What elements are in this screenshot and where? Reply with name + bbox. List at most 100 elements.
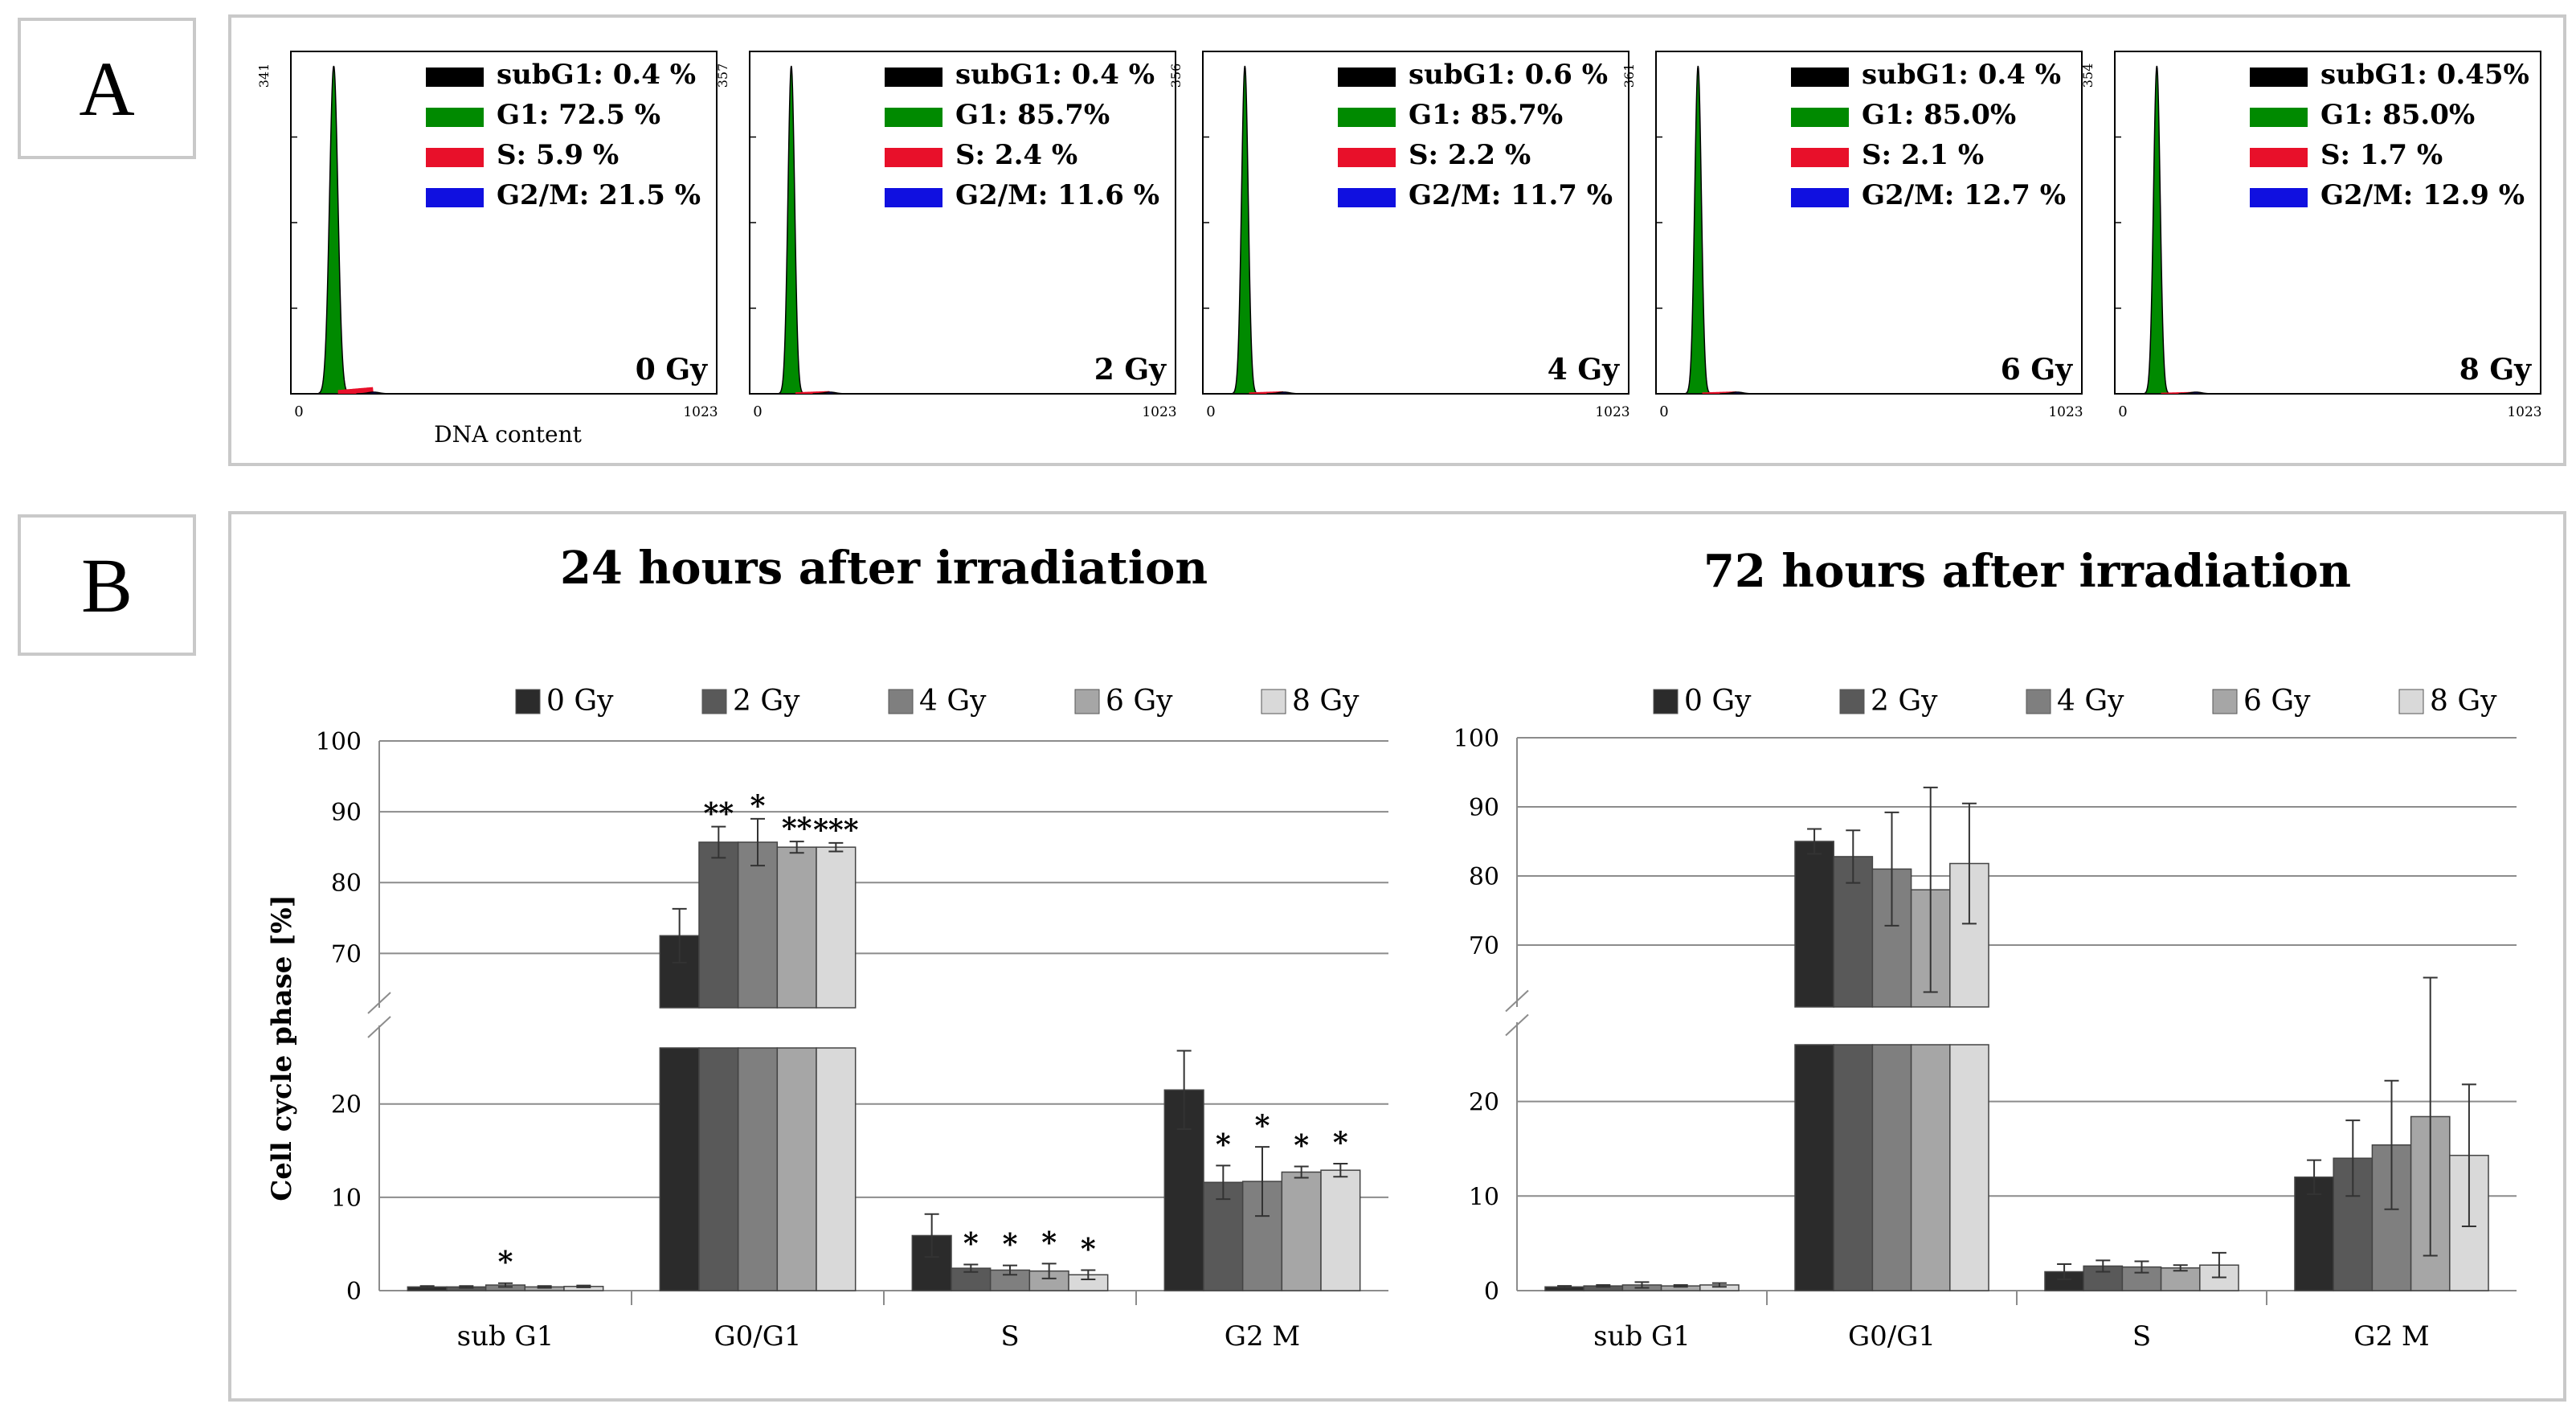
histogram-x-min-label: 0 (1659, 403, 1668, 420)
panel-a-histograms: 341 0 1023 subG1: 0.4 % G1: 72.5 % S: 5.9 % G2… (256, 51, 2542, 448)
bar (816, 1047, 857, 1291)
x-tick-label: sub G1 (457, 1320, 554, 1353)
histogram-x-min-label: 0 (753, 403, 762, 420)
x-tick-label: G2 M (2353, 1320, 2429, 1353)
y-tick-label: 10 (331, 1185, 362, 1213)
histogram-y-max-label: 356 (1168, 63, 1184, 88)
x-tick-label: sub G1 (1593, 1320, 1691, 1353)
legend-swatch-g1 (1791, 108, 1849, 127)
legend-swatch-g2m (426, 188, 484, 207)
axis-break-mark (367, 992, 391, 1014)
bar (737, 1047, 779, 1291)
bar (1833, 1044, 1874, 1291)
significance-marker: * (1003, 1228, 1018, 1262)
legend-swatch-g2m (885, 188, 942, 207)
legend-swatch-0-gy (515, 689, 541, 714)
bar (776, 1047, 817, 1291)
chart-title: 72 hours after irradiation (1703, 545, 2351, 598)
legend-label: 8 Gy (1292, 685, 1360, 718)
bar (698, 1047, 739, 1291)
legend-swatch-subg1 (1791, 68, 1849, 87)
legend-label: 4 Gy (2057, 685, 2124, 718)
legend-label-subg1: subG1: 0.45% (2320, 59, 2529, 91)
legend-label-s: S: 5.9 % (497, 139, 619, 171)
histogram-x-max-label: 1023 (2507, 404, 2541, 420)
legend-swatch-g1 (885, 108, 942, 127)
legend-swatch-s (2250, 148, 2308, 167)
panel-b-frame (228, 511, 2566, 1402)
significance-marker: * (1294, 1129, 1309, 1163)
chart-title: 24 hours after irradiation (560, 542, 1208, 595)
histogram-dose-label: 6 Gy (2001, 353, 2073, 387)
y-tick-label: 20 (1469, 1089, 1499, 1117)
histogram-y-max-label: 354 (2080, 63, 2096, 88)
legend-label-g2m: G2/M: 12.9 % (2320, 179, 2525, 211)
legend-label-g1: G1: 85.0% (2320, 99, 2475, 131)
y-tick-label: 70 (331, 940, 362, 968)
legend-label-g1: G1: 85.7% (1409, 99, 1563, 131)
y-tick-label: 100 (1454, 725, 1499, 753)
s-phase-region (337, 387, 374, 394)
g2m-peak (2178, 391, 2214, 395)
legend-swatch-subg1 (426, 68, 484, 87)
bar (1910, 1044, 1951, 1291)
y-tick-label: 70 (1469, 932, 1499, 960)
g2m-peak (812, 391, 848, 395)
legend-swatch-0-gy (1653, 689, 1678, 714)
significance-marker: ** (782, 812, 812, 845)
legend-label: 2 Gy (733, 685, 800, 718)
x-axis-label: DNA content (434, 421, 582, 448)
significance-marker: * (1255, 1109, 1270, 1143)
significance-marker: * (963, 1226, 979, 1260)
g2m-peak (356, 391, 391, 395)
bar (1871, 1044, 1912, 1291)
legend-swatch-subg1 (885, 68, 942, 87)
legend-swatch-subg1 (2250, 68, 2308, 87)
significance-marker: * (1081, 1232, 1096, 1266)
y-tick-label: 10 (1469, 1183, 1499, 1211)
legend-label-subg1: subG1: 0.4 % (955, 59, 1155, 91)
legend-label: 8 Gy (2430, 685, 2497, 718)
legend-label: 2 Gy (1871, 685, 1938, 718)
histogram-dose-label: 0 Gy (636, 353, 708, 387)
significance-marker: * (1333, 1126, 1348, 1160)
bar (816, 846, 857, 1009)
histogram-4: 361 0 1023 subG1: 0.4 % G1: 85.0% S: 2.1 % G2/… (1621, 51, 2083, 420)
y-tick-label: 20 (331, 1091, 362, 1119)
histogram-x-max-label: 1023 (683, 404, 718, 420)
y-tick-label: 90 (331, 799, 362, 827)
x-tick-label: G2 M (1225, 1320, 1300, 1353)
histogram-plot-frame (290, 51, 718, 395)
axis-break-mark (1505, 1013, 1529, 1037)
legend-label-g1: G1: 85.0% (1862, 99, 2016, 131)
histogram-3: 356 0 1023 subG1: 0.6 % G1: 85.7% S: 2.2 % G2/… (1168, 51, 1630, 420)
legend-label-subg1: subG1: 0.4 % (1862, 59, 2061, 91)
legend-label-g1: G1: 72.5 % (497, 99, 660, 131)
legend-swatch-g1 (426, 108, 484, 127)
y-tick-label: 100 (316, 728, 362, 756)
bar (1320, 1169, 1361, 1291)
histogram-x-max-label: 1023 (1595, 404, 1629, 420)
bar (1949, 1044, 1989, 1291)
legend-swatch-subg1 (1338, 68, 1396, 87)
bar (951, 1267, 992, 1291)
legend-label-g2m: G2/M: 11.6 % (955, 179, 1159, 211)
g2m-peak (1719, 391, 1755, 395)
legend-label-s: S: 2.1 % (1862, 139, 1984, 171)
legend-label-subg1: subG1: 0.6 % (1409, 59, 1608, 91)
y-tick-label: 90 (1469, 794, 1499, 822)
legend-label-g2m: G2/M: 12.7 % (1862, 179, 2066, 211)
y-tick-label: 0 (1484, 1278, 1499, 1306)
histogram-dose-label: 4 Gy (1548, 353, 1620, 387)
significance-marker: * (750, 789, 766, 823)
significance-marker: * (1041, 1226, 1057, 1259)
panel-a-label: A (18, 18, 196, 159)
bar (1794, 841, 1834, 1008)
legend-swatch-2-gy (1839, 689, 1865, 714)
y-tick-label: 80 (331, 870, 362, 898)
histogram-y-max-label: 357 (715, 63, 730, 88)
x-tick-label: G0/G1 (1848, 1320, 1936, 1353)
histogram-y-max-label: 341 (256, 63, 272, 88)
histogram-dose-label: 2 Gy (1094, 353, 1167, 387)
y-tick-label: 0 (346, 1278, 362, 1306)
